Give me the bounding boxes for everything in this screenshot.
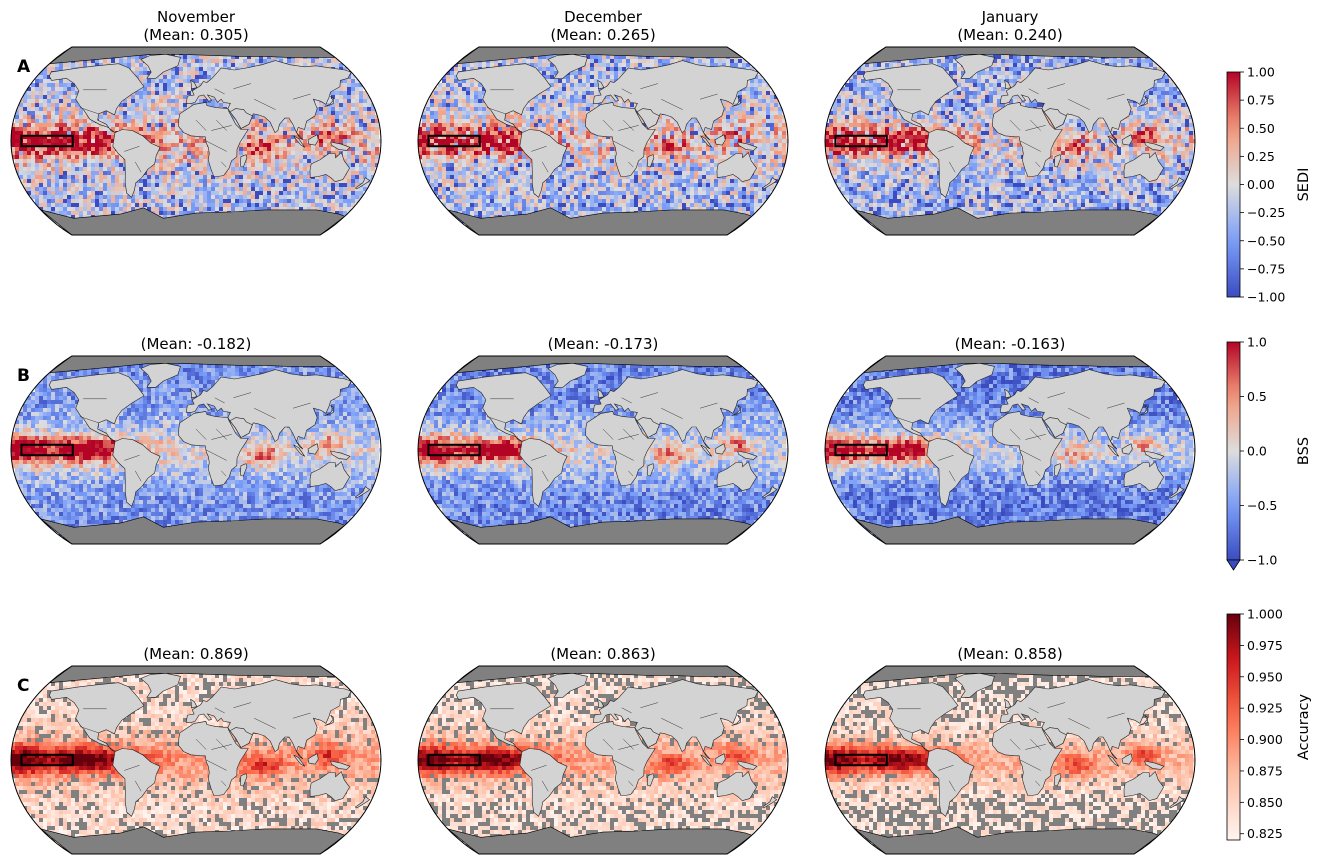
colorbar-tick-label: 0.5	[1247, 389, 1267, 404]
panel-title-mean: (Mean: 0.240)	[957, 26, 1062, 44]
colorbar-tick-label: 1.0	[1247, 335, 1267, 350]
panel-title-mean: (Mean: -0.173)	[548, 335, 659, 353]
colorbar-tick-label: 0.900	[1247, 732, 1283, 747]
panel-title-mean: (Mean: 0.863)	[550, 645, 655, 663]
map-panel-sedi-1	[417, 46, 789, 236]
colorbar-tick-label: −0.25	[1247, 205, 1285, 220]
nino34-box	[834, 443, 888, 457]
colorbar-accuracy: 1.000 0.975 0.950 0.925 0.900 0.875 0.850 0.825…	[1226, 607, 1312, 841]
panel-title-mean: (Mean: 0.869)	[143, 645, 248, 663]
row-label-A: A	[17, 57, 31, 77]
colorbar-tick-label: 0.925	[1247, 701, 1283, 716]
map-panel-bss-2	[824, 355, 1196, 545]
colorbar-label: SEDI	[1296, 168, 1312, 202]
panel-title-month: December	[564, 8, 643, 26]
panel-title-mean: (Mean: 0.305)	[143, 26, 248, 44]
colorbar-tick-label: 0.0	[1247, 444, 1267, 459]
map-panel-accuracy-2	[824, 665, 1196, 855]
panel-title-month: November	[157, 8, 236, 26]
colorbar-tick-label: 0.875	[1247, 763, 1283, 778]
panel-title-mean: (Mean: 0.858)	[957, 645, 1062, 663]
colorbar-sedi: 1.00 0.75 0.50 0.25 0.00 −0.25 −0.50 −0.75 −1.00…	[1226, 65, 1312, 305]
panel-title-month: January	[981, 8, 1039, 26]
colorbar-tick-label: −0.50	[1247, 233, 1285, 248]
colorbar-label: BSS	[1296, 437, 1312, 465]
nino34-box	[834, 753, 888, 767]
panel-title-mean: (Mean: -0.163)	[955, 335, 1066, 353]
colorbar-tick-label: −0.75	[1247, 261, 1285, 276]
row-label-B: B	[17, 366, 30, 386]
map-panel-bss-0	[10, 355, 382, 545]
nino34-box	[20, 443, 74, 457]
nino34-box	[427, 753, 481, 767]
colorbar-extend-arrow	[1226, 559, 1241, 571]
map-panel-accuracy-0	[10, 665, 382, 855]
colorbar-tick-label: 0.50	[1247, 121, 1275, 136]
colorbar-tick-label: −1.00	[1247, 290, 1285, 305]
colorbar-tick-label: 0.850	[1247, 795, 1283, 810]
colorbar-bss: 1.0 0.5 0.0 −0.5 −1.0 BSS	[1226, 335, 1312, 571]
nino34-box	[20, 753, 74, 767]
map-panel-sedi-2	[824, 46, 1196, 236]
nino34-box	[427, 443, 481, 457]
nino34-box	[20, 134, 74, 148]
map-panels: November(Mean: 0.305) December(Mean: 0.26…	[10, 8, 1196, 855]
colorbar-tick-label: 0.950	[1247, 669, 1283, 684]
nino34-box	[427, 134, 481, 148]
colorbar-tick-label: −0.5	[1247, 498, 1277, 513]
colorbar-tick-label: 0.25	[1247, 149, 1275, 164]
colorbar-tick-label: 1.000	[1247, 607, 1283, 622]
panel-title-mean: (Mean: 0.265)	[550, 26, 655, 44]
colorbar-tick-label: 0.825	[1247, 826, 1283, 841]
map-panel-accuracy-1	[417, 665, 789, 855]
colorbar-tick-label: 0.975	[1247, 638, 1283, 653]
colorbar-label: Accuracy	[1296, 693, 1312, 760]
colorbars: 1.000.750.500.250.00−0.25−0.50−0.75−1.00…	[1226, 65, 1312, 841]
panel-title-mean: (Mean: -0.182)	[141, 335, 252, 353]
map-panel-bss-1	[417, 355, 789, 545]
nino34-box	[834, 134, 888, 148]
colorbar-tick-label: −1.0	[1247, 553, 1277, 568]
colorbar-tick-label: 0.75	[1247, 93, 1275, 108]
colorbar-tick-label: 1.00	[1247, 65, 1275, 80]
colorbar-tick-label: 0.00	[1247, 177, 1275, 192]
map-panel-sedi-0	[10, 46, 382, 236]
row-label-C: C	[17, 676, 29, 696]
